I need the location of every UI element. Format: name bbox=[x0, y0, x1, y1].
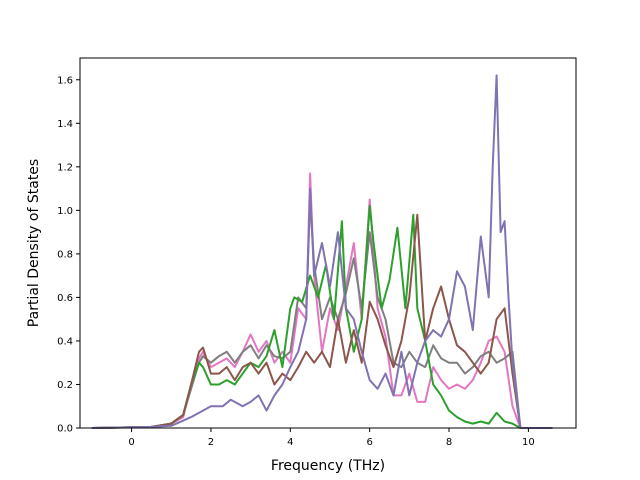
x-tick-label: 10 bbox=[522, 437, 535, 448]
x-tick-label: 2 bbox=[208, 437, 214, 448]
x-axis-label: Frequency (THz) bbox=[271, 458, 385, 474]
y-tick-label: 0.8 bbox=[57, 249, 73, 260]
y-tick-label: 0.6 bbox=[57, 293, 73, 304]
y-axis-label: Partial Density of States bbox=[26, 159, 42, 327]
x-tick-label: 6 bbox=[366, 437, 372, 448]
series-line-5 bbox=[91, 74, 553, 429]
series-line-3 bbox=[91, 205, 553, 429]
y-tick-label: 0.4 bbox=[57, 336, 73, 347]
y-tick-label: 1.6 bbox=[57, 75, 73, 86]
x-tick-label: 8 bbox=[446, 437, 452, 448]
y-tick-label: 0.2 bbox=[57, 380, 73, 391]
y-tick-label: 1.4 bbox=[57, 119, 73, 130]
y-tick-label: 0.0 bbox=[57, 424, 73, 435]
series-line-4 bbox=[91, 213, 553, 429]
y-axis-ticks: 0.0 0.2 0.4 0.6 0.8 1.0 1.2 1.4 1.6 bbox=[57, 75, 80, 435]
series-layer bbox=[91, 74, 553, 429]
x-axis-ticks: 0 2 4 6 8 10 bbox=[128, 428, 535, 448]
x-tick-label: 4 bbox=[287, 437, 293, 448]
x-tick-label: 0 bbox=[128, 437, 134, 448]
plot-frame bbox=[79, 57, 577, 429]
y-tick-label: 1.2 bbox=[57, 162, 73, 173]
series-line-1 bbox=[91, 172, 553, 429]
y-tick-label: 1.0 bbox=[57, 206, 73, 217]
